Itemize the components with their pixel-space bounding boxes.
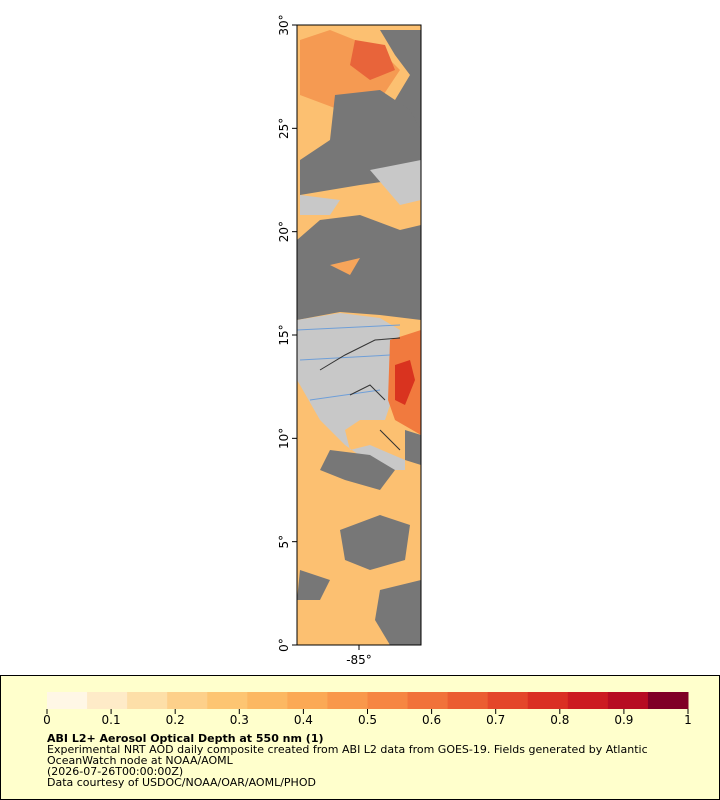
water [375,580,421,645]
y-tick-label: 20° [277,221,291,242]
axes: 0° 5° 10° 15° 20° 25° 30° -85° [277,14,372,667]
legend-text: OceanWatch node at NOAA/AOML [47,754,234,767]
colorbar-swatch [367,692,409,709]
water [380,30,421,130]
y-tick-label: 30° [277,14,291,35]
colorbar-swatch [167,692,208,709]
land [297,313,405,470]
colorbar-swatch [567,692,609,709]
colorbar-swatch [287,692,328,709]
legend-text: Data courtesy of USDOC/NOAA/OAR/AOML/PHO… [47,776,316,789]
map-image [297,25,421,645]
colorbar-tick-label: 0.3 [230,713,249,727]
water [297,570,330,600]
colorbar-swatch [407,692,449,709]
water [340,515,410,570]
colorbar-tick-label: 1 [684,713,692,727]
water [297,215,421,320]
land [370,160,421,205]
colorbar-tick-label: 0.7 [486,713,505,727]
y-tick-label: 5° [277,535,291,549]
colorbar-tick-label: 0.1 [102,713,121,727]
borders [319,337,401,451]
water [320,450,395,490]
colorbar-swatch [207,692,248,709]
colorbar-tick-label: 0.8 [550,713,569,727]
aod-patch [330,258,360,275]
x-tick-label: -85° [346,653,372,667]
colorbar-swatch [87,692,128,709]
colorbar-swatch [247,692,288,709]
colorbar: 0 0.1 0.2 0.3 0.4 0.5 0.6 0.7 0.8 0.9 1 [43,692,692,727]
colorbar-tick-label: 0.9 [614,713,633,727]
colorbar-tick-label: 0.6 [422,713,441,727]
colorbar-tick-label: 0.2 [166,713,185,727]
y-tick-label: 0° [277,638,291,652]
colorbar-swatch [47,692,88,709]
legend-text: Experimental NRT AOD daily composite cre… [47,743,648,756]
water [405,430,421,465]
colorbar-tick-label: 0.4 [294,713,313,727]
colorbar-swatch [447,692,489,709]
aod-patch [350,40,395,80]
land [300,195,340,215]
colorbar-tick-label: 0.5 [358,713,377,727]
legend-title: ABI L2+ Aerosol Optical Depth at 550 nm … [47,732,324,745]
rivers [297,324,401,401]
aod-patch [395,360,415,405]
colorbar-swatch [527,692,569,709]
colorbar-swatch [127,692,168,709]
colorbar-swatch [487,692,529,709]
y-tick-label: 15° [277,324,291,345]
colorbar-swatch [607,692,649,709]
legend-text: (2026-07-26T00:00:00Z) [47,765,183,778]
colorbar-tick-label: 0 [43,713,51,727]
y-tick-label: 10° [277,428,291,449]
y-tick-label: 25° [277,118,291,139]
colorbar-swatch [327,692,368,709]
colorbar-swatch [647,692,689,709]
